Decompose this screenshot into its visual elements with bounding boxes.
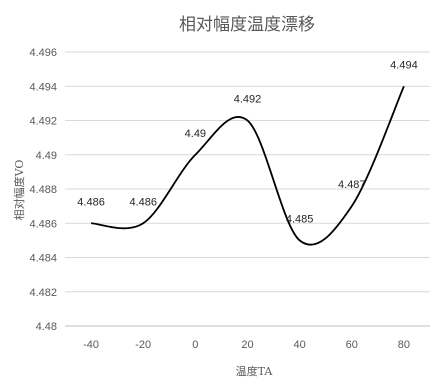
y-axis-ticks: 4.48 4.482 4.484 4.486 4.488 4.49 4.492 4.494 4.… [29, 47, 57, 333]
y-tick-label-6: 4.492 [29, 116, 57, 128]
y-tick-label-8: 4.496 [29, 47, 57, 59]
y-tick-label-0: 4.48 [36, 321, 57, 333]
x-axis-label: 温度TA [236, 364, 274, 378]
x-tick-label-2: 0 [192, 339, 198, 351]
data-label-5: 4.487 [338, 179, 366, 191]
y-tick-label-1: 4.482 [29, 287, 57, 299]
x-tick-label-4: 40 [294, 339, 306, 351]
x-tick-label-3: 20 [241, 339, 253, 351]
gridlines [65, 51, 430, 327]
y-tick-label-7: 4.494 [29, 81, 57, 93]
data-label-1: 4.486 [129, 196, 157, 208]
x-tick-label-1: -20 [135, 339, 151, 351]
y-axis-label: 相对幅度VO [12, 160, 26, 221]
x-tick-label-5: 60 [346, 339, 358, 351]
chart-title: 相对幅度温度漂移 [179, 15, 315, 35]
series-line [90, 85, 405, 246]
x-tick-label-0: -40 [83, 339, 99, 351]
data-label-2: 4.49 [185, 128, 206, 140]
data-label-3: 4.492 [234, 94, 262, 106]
x-axis-ticks: -40 -20 0 20 40 60 80 [83, 339, 410, 351]
x-tick-label-6: 80 [398, 339, 410, 351]
data-label-0: 4.486 [77, 196, 105, 208]
y-tick-label-4: 4.488 [29, 184, 57, 196]
y-tick-label-3: 4.486 [29, 218, 57, 230]
data-labels: 4.486 4.486 4.49 4.492 4.485 4.487 4.494 [77, 59, 417, 225]
y-tick-label-5: 4.49 [36, 150, 57, 162]
y-tick-label-2: 4.484 [29, 253, 57, 265]
data-label-6: 4.494 [390, 59, 418, 71]
data-label-4: 4.485 [286, 213, 314, 225]
